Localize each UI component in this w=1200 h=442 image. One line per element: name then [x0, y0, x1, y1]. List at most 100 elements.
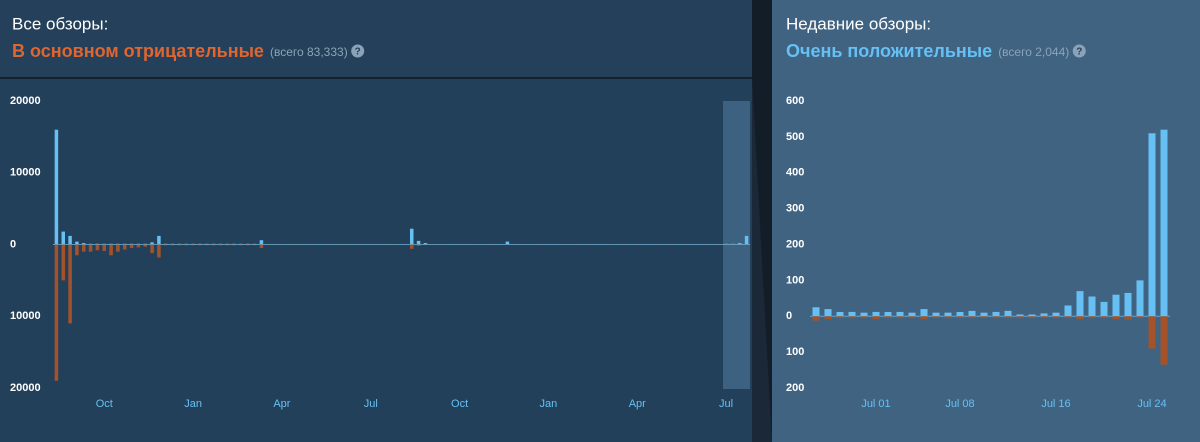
bar	[75, 241, 79, 245]
right-label: Недавние обзоры:	[786, 14, 931, 33]
x-tick-label: Apr	[273, 398, 290, 410]
x-tick-label: Jan	[540, 398, 558, 410]
bar	[1076, 291, 1084, 317]
y-tick-label: 0	[10, 238, 16, 250]
y-tick-label: 200	[786, 382, 804, 394]
left-header-bg	[0, 0, 752, 78]
x-tick-label: Oct	[96, 398, 113, 410]
bar	[54, 244, 59, 381]
bar	[1124, 292, 1132, 317]
bar	[170, 243, 175, 245]
bar	[164, 244, 168, 246]
bar	[225, 244, 229, 246]
bar	[908, 316, 916, 319]
bar	[968, 316, 976, 319]
bar	[1028, 316, 1036, 319]
x-tick-label: Apr	[629, 398, 646, 410]
bar	[82, 244, 86, 252]
bar	[896, 316, 904, 319]
bar	[920, 309, 928, 317]
bar	[423, 243, 428, 245]
x-tick-label: Jan	[184, 398, 202, 410]
bar	[824, 309, 832, 317]
bar	[184, 244, 188, 246]
bar	[136, 244, 141, 248]
bar	[102, 243, 106, 245]
bar	[252, 243, 257, 245]
bar	[150, 244, 154, 254]
left-chart-bg	[0, 78, 752, 442]
bar	[1160, 316, 1168, 365]
bar	[1124, 316, 1132, 320]
bar	[1148, 316, 1156, 349]
bar	[232, 243, 236, 245]
help-text[interactable]: ?	[355, 47, 361, 58]
bar	[157, 244, 161, 258]
bar	[143, 244, 147, 247]
bar	[860, 312, 868, 317]
bar	[1004, 310, 1012, 317]
left-label: Все обзоры:	[12, 14, 108, 33]
bar	[738, 243, 742, 245]
bar	[102, 244, 106, 251]
bar	[836, 316, 844, 319]
bar	[956, 316, 964, 319]
bar	[95, 244, 100, 251]
bar	[95, 243, 100, 245]
bar	[191, 243, 195, 245]
bar	[1064, 316, 1072, 319]
y-tick-label: 500	[786, 131, 804, 143]
bar	[211, 243, 216, 245]
bar	[1088, 296, 1096, 317]
bar	[136, 243, 141, 245]
bar	[123, 243, 127, 245]
bar	[68, 244, 72, 324]
bar	[68, 235, 72, 245]
bar	[75, 244, 79, 256]
help-icon[interactable]	[1072, 44, 1086, 58]
bar	[164, 243, 168, 245]
bar	[1148, 133, 1156, 317]
bar	[198, 244, 202, 246]
bar	[848, 311, 856, 317]
bar	[812, 307, 820, 317]
bar	[410, 244, 414, 249]
bar	[109, 243, 113, 245]
y-tick-label: 20000	[10, 382, 41, 394]
right-panel-bg	[772, 0, 1200, 442]
y-tick-label: 10000	[10, 310, 41, 322]
bar	[920, 316, 928, 320]
right-count: (всего 2,044)	[998, 45, 1069, 59]
bar	[980, 312, 988, 317]
bar	[239, 244, 243, 246]
bar	[724, 243, 728, 245]
left-count: (всего 83,333)	[270, 45, 348, 59]
bar	[218, 243, 223, 245]
bar	[259, 240, 264, 245]
bar	[992, 311, 1000, 317]
bar	[944, 312, 952, 317]
bar	[129, 244, 134, 249]
bar	[1052, 316, 1060, 319]
x-tick-label: Jul 16	[1041, 398, 1070, 410]
bar	[1088, 316, 1096, 319]
bar	[61, 244, 65, 281]
y-tick-label: 100	[786, 274, 804, 286]
help-icon[interactable]	[351, 44, 365, 58]
left-rating: В основном отрицательные	[12, 41, 264, 61]
bar	[116, 244, 120, 252]
bar	[1100, 316, 1108, 319]
bar	[1076, 316, 1084, 320]
bar	[177, 243, 182, 245]
bar	[1016, 316, 1024, 319]
x-tick-label: Jul 24	[1137, 398, 1166, 410]
bar	[416, 240, 421, 245]
bar	[1112, 294, 1120, 317]
bar	[1112, 316, 1120, 320]
bar	[812, 316, 820, 321]
bar	[218, 244, 223, 246]
y-tick-label: 20000	[10, 95, 41, 107]
bar	[88, 244, 93, 252]
bar	[1004, 316, 1012, 319]
help-text[interactable]: ?	[1076, 47, 1082, 58]
